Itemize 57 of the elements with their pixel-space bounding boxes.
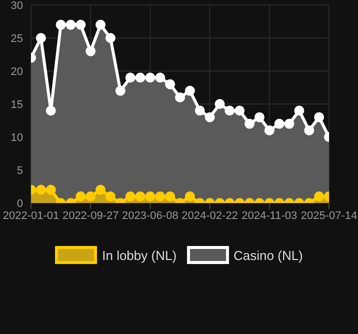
point: [125, 72, 136, 83]
point: [96, 20, 106, 30]
point: [234, 106, 245, 116]
point: [314, 191, 324, 202]
point: [274, 118, 284, 129]
point: [96, 184, 106, 195]
point: [76, 20, 86, 30]
x-tick-label: 2024-11-03: [242, 210, 298, 222]
point: [314, 112, 324, 122]
x-tick-label: 2022-09-27: [62, 210, 119, 222]
point: [135, 191, 146, 202]
point: [66, 20, 76, 30]
x-tick-label: 2024-02-22: [182, 210, 238, 222]
point: [115, 86, 126, 96]
point: [175, 92, 185, 102]
point: [264, 125, 274, 136]
y-tick-label: 20: [10, 66, 23, 78]
point: [46, 106, 56, 116]
point: [284, 118, 294, 129]
point: [86, 191, 96, 202]
point: [194, 106, 205, 116]
point: [294, 106, 304, 116]
point: [244, 118, 255, 129]
y-tick-label: 5: [16, 164, 23, 177]
point: [184, 191, 195, 202]
point: [86, 46, 96, 56]
point: [155, 191, 166, 202]
point: [165, 79, 176, 90]
legend-label: Casino (NL): [234, 248, 303, 262]
y-tick-label: 10: [10, 132, 23, 144]
point: [36, 184, 46, 195]
point: [165, 191, 176, 202]
point: [204, 112, 215, 122]
point: [145, 72, 156, 83]
y-tick-label: 30: [10, 0, 23, 12]
y-tick-label: 25: [10, 32, 23, 45]
point: [125, 191, 136, 202]
point: [135, 72, 146, 83]
point: [214, 99, 225, 109]
point: [155, 72, 166, 83]
point: [304, 125, 314, 136]
point: [105, 33, 116, 43]
point: [184, 86, 195, 96]
point: [56, 20, 66, 30]
point: [254, 112, 264, 122]
point: [105, 191, 116, 202]
y-tick-label: 15: [10, 98, 23, 111]
legend-label: In lobby (NL): [102, 248, 177, 262]
x-tick-label: 2023-06-08: [122, 210, 178, 222]
point: [145, 191, 156, 202]
point: [224, 106, 235, 116]
x-tick-label: 2025-07-14: [300, 210, 358, 222]
point: [36, 33, 46, 43]
y-tick-label: 0: [16, 198, 23, 210]
point: [76, 191, 86, 202]
x-tick-label: 2022-01-01: [2, 210, 60, 222]
point: [46, 184, 56, 195]
